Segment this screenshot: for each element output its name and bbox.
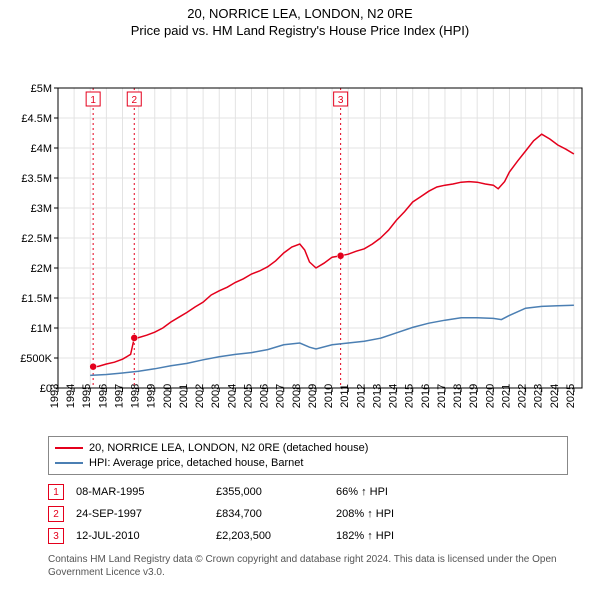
svg-text:2005: 2005 [242, 384, 254, 408]
chart-plot-area: 123£0£500K£1M£1.5M£2M£2.5M£3M£3.5M£4M£4.… [0, 40, 600, 430]
legend-swatch [55, 447, 83, 449]
legend-label: HPI: Average price, detached house, Barn… [89, 456, 303, 471]
svg-text:2008: 2008 [291, 384, 303, 408]
sales-row: 1 08-MAR-1995£355,00066% ↑ HPI [48, 481, 568, 503]
svg-text:2014: 2014 [388, 384, 400, 408]
sale-price: £834,700 [216, 508, 336, 520]
svg-text:2007: 2007 [275, 384, 287, 408]
sale-badge: 2 [48, 506, 64, 522]
svg-text:1999: 1999 [146, 384, 158, 408]
svg-text:2009: 2009 [307, 384, 319, 408]
svg-text:2019: 2019 [468, 384, 480, 408]
svg-text:2020: 2020 [484, 384, 496, 408]
svg-text:2012: 2012 [355, 384, 367, 408]
svg-text:£3.5M: £3.5M [21, 173, 52, 185]
svg-text:2010: 2010 [323, 384, 335, 408]
attribution-text: Contains HM Land Registry data © Crown c… [48, 553, 568, 579]
svg-text:1997: 1997 [113, 384, 125, 408]
chart-svg: 123£0£500K£1M£1.5M£2M£2.5M£3M£3.5M£4M£4.… [0, 40, 600, 430]
svg-text:2003: 2003 [210, 384, 222, 408]
svg-text:2011: 2011 [339, 384, 351, 408]
sale-badge: 1 [48, 484, 64, 500]
svg-text:1998: 1998 [130, 384, 142, 408]
svg-text:£1.5M: £1.5M [21, 293, 52, 305]
sale-date: 24-SEP-1997 [76, 508, 216, 520]
svg-text:2001: 2001 [178, 384, 190, 408]
svg-text:2002: 2002 [194, 384, 206, 408]
svg-text:2004: 2004 [226, 384, 238, 408]
svg-text:2023: 2023 [533, 384, 545, 408]
title-line-1: 20, NORRICE LEA, LONDON, N2 0RE [0, 6, 600, 23]
svg-text:2000: 2000 [162, 384, 174, 408]
legend: 20, NORRICE LEA, LONDON, N2 0RE (detache… [48, 436, 568, 476]
svg-text:£3M: £3M [31, 203, 52, 215]
svg-text:2024: 2024 [549, 384, 561, 408]
sale-pct: 182% ↑ HPI [336, 530, 568, 542]
sale-price: £355,000 [216, 486, 336, 498]
sale-badge: 3 [48, 528, 64, 544]
svg-text:2006: 2006 [259, 384, 271, 408]
sale-pct: 208% ↑ HPI [336, 508, 568, 520]
svg-text:1995: 1995 [81, 384, 93, 408]
svg-text:£4M: £4M [31, 143, 52, 155]
svg-text:2017: 2017 [436, 384, 448, 408]
chart-titles: 20, NORRICE LEA, LONDON, N2 0RE Price pa… [0, 0, 600, 40]
sales-row: 3 12-JUL-2010£2,203,500182% ↑ HPI [48, 525, 568, 547]
svg-text:2021: 2021 [500, 384, 512, 408]
svg-text:2022: 2022 [517, 384, 529, 408]
svg-text:£5M: £5M [31, 83, 52, 95]
sale-date: 12-JUL-2010 [76, 530, 216, 542]
sales-row: 2 24-SEP-1997£834,700208% ↑ HPI [48, 503, 568, 525]
svg-text:1996: 1996 [97, 384, 109, 408]
svg-text:1994: 1994 [65, 384, 77, 408]
title-line-2: Price paid vs. HM Land Registry's House … [0, 23, 600, 40]
svg-text:£500K: £500K [20, 353, 52, 365]
svg-text:2: 2 [131, 95, 137, 106]
svg-text:1: 1 [90, 95, 96, 106]
svg-text:£1M: £1M [31, 323, 52, 335]
svg-text:£2M: £2M [31, 263, 52, 275]
sale-pct: 66% ↑ HPI [336, 486, 568, 498]
svg-text:2015: 2015 [404, 384, 416, 408]
legend-swatch [55, 462, 83, 464]
svg-text:2018: 2018 [452, 384, 464, 408]
svg-text:2025: 2025 [565, 384, 577, 408]
sale-price: £2,203,500 [216, 530, 336, 542]
svg-text:2013: 2013 [371, 384, 383, 408]
svg-text:2016: 2016 [420, 384, 432, 408]
legend-item: 20, NORRICE LEA, LONDON, N2 0RE (detache… [55, 441, 561, 456]
legend-label: 20, NORRICE LEA, LONDON, N2 0RE (detache… [89, 441, 368, 456]
sale-date: 08-MAR-1995 [76, 486, 216, 498]
svg-text:£4.5M: £4.5M [21, 113, 52, 125]
svg-text:1993: 1993 [49, 384, 61, 408]
sales-table: 1 08-MAR-1995£355,00066% ↑ HPI 2 24-SEP-199… [48, 481, 568, 547]
legend-item: HPI: Average price, detached house, Barn… [55, 456, 561, 471]
svg-text:£2.5M: £2.5M [21, 233, 52, 245]
svg-text:3: 3 [338, 95, 344, 106]
chart-container: 20, NORRICE LEA, LONDON, N2 0RE Price pa… [0, 0, 600, 579]
